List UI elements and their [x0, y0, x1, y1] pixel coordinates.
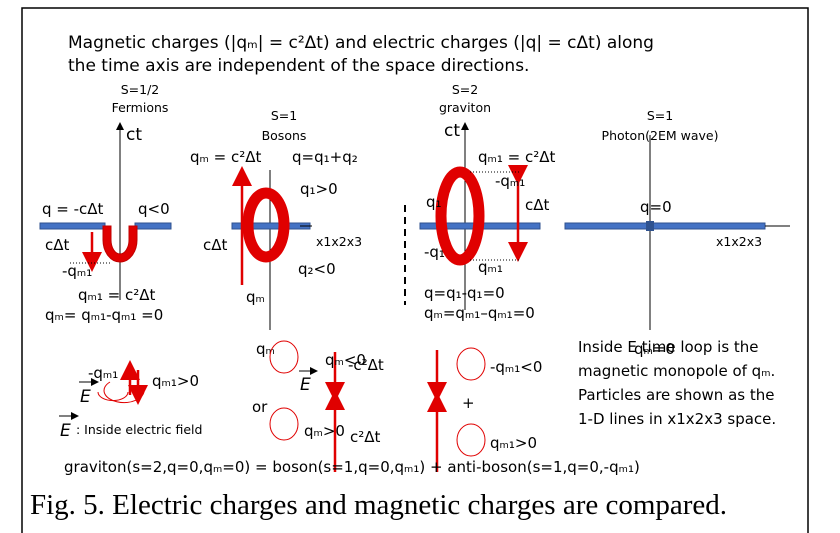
frame [21, 7, 809, 533]
panel-fermion: S=1/2 Fermions ct q = -cΔt q<0 cΔt -qₘ₁ … [39, 82, 172, 324]
note: Inside E time loop is the magnetic monop… [578, 338, 776, 428]
label: cΔt [525, 196, 550, 214]
e-field: E [300, 375, 311, 395]
label: qₘ>0 [304, 422, 345, 440]
label: qₘ=qₘ₁–qₘ₁=0 [424, 304, 535, 322]
label: x1x2x3 [316, 234, 362, 249]
label: qₘ<0 [325, 351, 366, 369]
loops: -qₘ₁ qₘ₁>0 E E : Inside electric field q… [59, 340, 542, 472]
label: cΔt [203, 236, 228, 254]
label: q = -cΔt [42, 200, 104, 218]
label: q₁ [426, 193, 442, 211]
label: q=0 [640, 198, 672, 216]
shape [134, 222, 172, 230]
label: q<0 [138, 200, 170, 218]
shape [456, 347, 486, 381]
label: qₘ₁>0 [490, 434, 537, 452]
panel-graviton: S=2 graviton ct qₘ₁ = c²Δt -qₘ₁ cΔt q₁ -… [419, 82, 556, 322]
note-line: Inside E time loop is the [578, 338, 759, 356]
note-line: 1-D lines in x1x2x3 space. [578, 410, 776, 428]
shape [269, 407, 299, 441]
label: qₘ₁>0 [152, 372, 199, 390]
label: -qₘ₁ [88, 364, 118, 382]
spin: S=1/2 [121, 82, 160, 97]
shape [39, 222, 106, 230]
label: qₘ=0 [634, 340, 675, 358]
panel-photon: S=1 Photon(2EM wave) q=0 x1x2x3 qₘ=0 [564, 108, 790, 358]
particle-name: Bosons [262, 128, 307, 143]
label: -q₁ [424, 243, 445, 261]
panel-boson: S=1 Bosons qₘ = c²Δt q=q₁+q₂ q₁>0 cΔt x1… [190, 108, 362, 358]
label: x1x2x3 [716, 234, 762, 249]
label: or [252, 398, 268, 416]
caption: Fig. 5. Electric charges and magnetic ch… [30, 489, 727, 521]
particle-name: Photon(2EM wave) [602, 128, 719, 143]
label: qₘ= qₘ₁-qₘ₁ =0 [45, 306, 163, 324]
particle-name: graviton [439, 100, 491, 115]
header-line: the time axis are independent of the spa… [68, 56, 529, 76]
note-line: Particles are shown as the [578, 386, 774, 404]
shape [564, 222, 766, 230]
label: + [462, 394, 475, 412]
e-field: E [80, 387, 91, 407]
equation: graviton(s=2,q=0,qₘ=0) = boson(s=1,q=0,q… [64, 458, 640, 476]
label: qₘ [246, 288, 265, 306]
shape [97, 391, 129, 402]
shape [435, 166, 485, 266]
label: qₘ₁ = c²Δt [78, 286, 156, 304]
shape [456, 423, 486, 457]
label: -c²Δt [348, 356, 384, 374]
axis-label: ct [444, 121, 460, 141]
e-field: E [60, 421, 71, 441]
shape [242, 187, 290, 263]
label: cΔt [45, 236, 70, 254]
spin: S=2 [452, 82, 478, 97]
axis-label: ct [126, 125, 142, 145]
label: q₁>0 [300, 180, 338, 198]
shape [269, 340, 299, 374]
label: qₘ = c²Δt [190, 148, 261, 166]
label: -qₘ₁<0 [490, 358, 542, 376]
label: -qₘ₁ [62, 262, 92, 280]
label: : Inside electric field [76, 422, 202, 437]
shape [646, 221, 654, 231]
spin: S=1 [271, 108, 297, 123]
label: q=q₁-q₁=0 [424, 284, 505, 302]
note-line: magnetic monopole of qₘ. [578, 362, 775, 380]
label: c²Δt [350, 428, 381, 446]
particle-name: Fermions [112, 100, 169, 115]
label: -qₘ₁ [495, 172, 525, 190]
label: qₘ₁ [478, 258, 503, 276]
label: q₂<0 [298, 260, 336, 278]
spin: S=1 [647, 108, 673, 123]
label: q=q₁+q₂ [292, 148, 358, 166]
label: qₘ₁ = c²Δt [478, 148, 556, 166]
shape [102, 225, 138, 263]
header-line: Magnetic charges (|qₘ| = c²Δt) and elect… [68, 33, 654, 53]
